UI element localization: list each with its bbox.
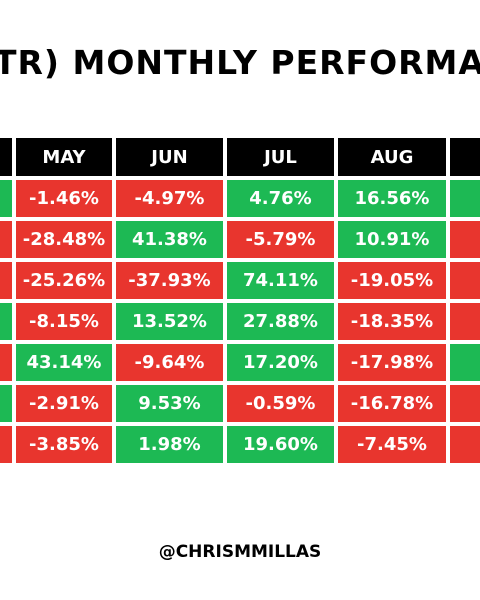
- table-cell-partial-left: [0, 383, 14, 424]
- table-cell: -3.85%: [14, 424, 114, 465]
- table-cell: 74.11%: [225, 260, 336, 301]
- table-cell: 4.76%: [225, 178, 336, 219]
- table-cell-partial-right: [448, 178, 480, 219]
- table-cell: -7.45%: [336, 424, 448, 465]
- header-cell-may: MAY: [14, 136, 114, 178]
- table-cell-partial-left: [0, 424, 14, 465]
- table-cell: -28.48%: [14, 219, 114, 260]
- table-cell-partial-left: [0, 342, 14, 383]
- author-handle: @CHRISMMILLAS: [158, 542, 322, 562]
- table-cell-partial-left: [0, 260, 14, 301]
- table-cell-partial-right: [448, 383, 480, 424]
- table-cell: 10.91%: [336, 219, 448, 260]
- table-cell: 17.20%: [225, 342, 336, 383]
- table-cell: -1.46%: [14, 178, 114, 219]
- table-cell: -2.91%: [14, 383, 114, 424]
- table-cell: -25.26%: [14, 260, 114, 301]
- table-cell: -4.97%: [114, 178, 225, 219]
- table-cell: -19.05%: [336, 260, 448, 301]
- table-cell-partial-left: [0, 219, 14, 260]
- table-cell-partial-right: [448, 424, 480, 465]
- table-cell-partial-left: [0, 301, 14, 342]
- table-cell: 41.38%: [114, 219, 225, 260]
- header-cell-aug: AUG: [336, 136, 448, 178]
- table-cell: 1.98%: [114, 424, 225, 465]
- table-cell: 27.88%: [225, 301, 336, 342]
- table-cell: -8.15%: [14, 301, 114, 342]
- table-cell: 19.60%: [225, 424, 336, 465]
- header-cell-jun: JUN: [114, 136, 225, 178]
- table-cell: -16.78%: [336, 383, 448, 424]
- table-cell: -9.64%: [114, 342, 225, 383]
- table-cell-partial-right: [448, 219, 480, 260]
- table-cell: 13.52%: [114, 301, 225, 342]
- title-text: TR) MONTHLY PERFORMA: [0, 43, 480, 82]
- table-cell: 43.14%: [14, 342, 114, 383]
- table-cell: 9.53%: [114, 383, 225, 424]
- header-cell-jul: JUL: [225, 136, 336, 178]
- table-cell: -18.35%: [336, 301, 448, 342]
- table-cell: -0.59%: [225, 383, 336, 424]
- table-cell: -17.98%: [336, 342, 448, 383]
- table-cell: -5.79%: [225, 219, 336, 260]
- header-cell-partial-right: [448, 136, 480, 178]
- header-cell-partial-left: [0, 136, 14, 178]
- table-cell: 16.56%: [336, 178, 448, 219]
- table-cell-partial-right: [448, 260, 480, 301]
- table-cell-partial-right: [448, 301, 480, 342]
- table-cell-partial-right: [448, 342, 480, 383]
- table-cell-partial-left: [0, 178, 14, 219]
- table-cell: -37.93%: [114, 260, 225, 301]
